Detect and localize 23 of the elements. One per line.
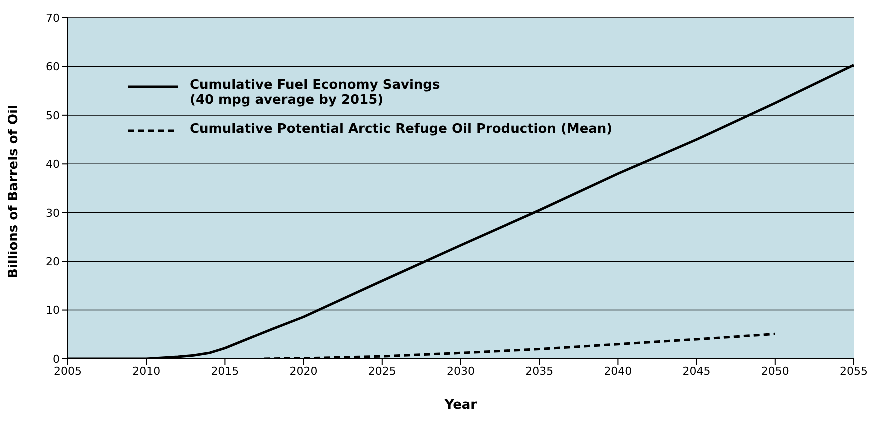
legend-label: Cumulative Fuel Economy Savings (40 mpg average by 2015)	[190, 78, 440, 108]
x-tick-label: 2015	[211, 364, 240, 378]
x-tick-label: 2045	[682, 364, 711, 378]
x-tick-label: 2010	[132, 364, 161, 378]
x-tick-label: 2040	[604, 364, 632, 378]
y-tick-label: 20	[46, 255, 60, 268]
legend-label: Cumulative Potential Arctic Refuge Oil Production (Mean)	[190, 122, 613, 137]
y-tick-label: 60	[46, 60, 60, 74]
y-tick-label: 50	[46, 109, 60, 122]
y-tick-label: 10	[46, 304, 60, 318]
x-tick-label: 2020	[290, 364, 318, 378]
y-tick-label: 70	[46, 12, 60, 25]
x-tick-label: 2055	[840, 364, 868, 378]
y-tick-label: 40	[46, 158, 60, 172]
x-tick-label: 2050	[761, 364, 790, 378]
y-tick-label: 30	[46, 206, 60, 220]
x-tick-label: 2005	[54, 364, 82, 378]
y-axis-title: Billions of Barrels of Oil	[6, 105, 22, 278]
x-tick-label: 2025	[368, 364, 396, 378]
x-tick-label: 2030	[447, 364, 475, 378]
x-tick-label: 2035	[526, 364, 554, 378]
y-tick-label: 0	[53, 352, 60, 366]
x-axis-title: Year	[444, 398, 478, 413]
